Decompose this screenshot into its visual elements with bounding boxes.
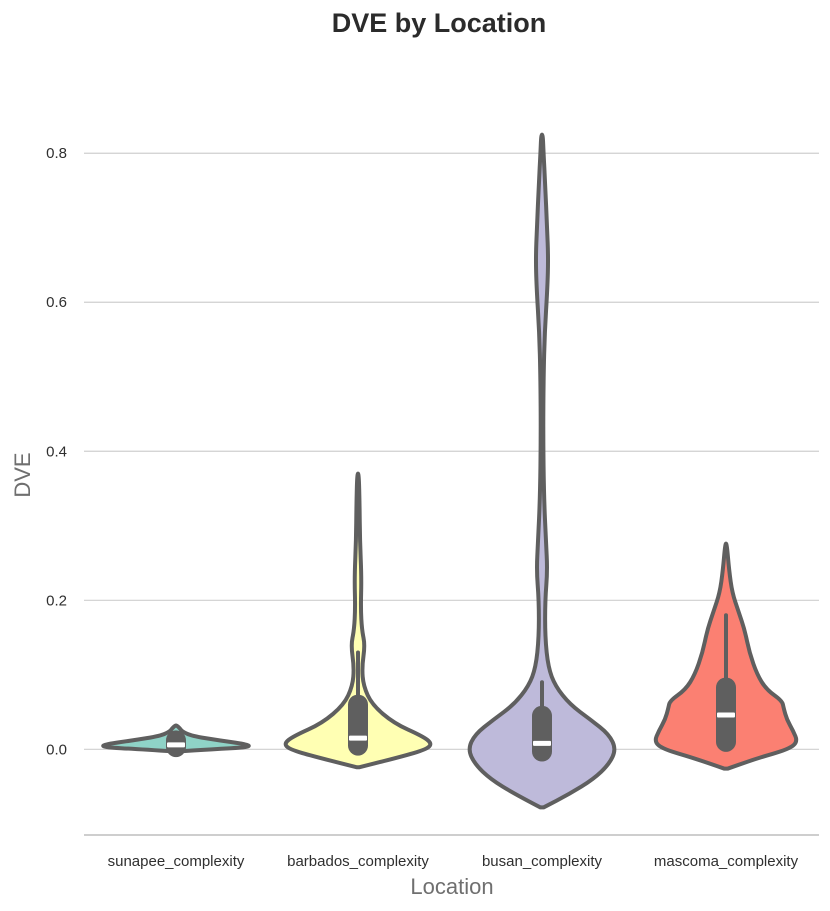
y-tick-labels: 0.0 0.2 0.4 0.6 0.8	[46, 145, 67, 758]
x-tick-label: mascoma_complexity	[654, 853, 799, 870]
x-axis-label: Location	[410, 874, 493, 899]
median-marker	[349, 735, 367, 741]
x-tick-label: barbados_complexity	[287, 853, 429, 870]
chart-title: DVE by Location	[332, 8, 547, 38]
y-axis-label: DVE	[10, 452, 35, 497]
y-tick-label: 0.6	[46, 294, 67, 311]
x-tick-label: busan_complexity	[482, 853, 603, 870]
median-marker	[717, 712, 735, 718]
y-tick-label: 0.4	[46, 443, 67, 460]
y-tick-label: 0.0	[46, 741, 67, 758]
y-tick-label: 0.8	[46, 145, 67, 162]
x-tick-labels: sunapee_complexity barbados_complexity bus…	[108, 853, 799, 870]
y-tick-label: 0.2	[46, 592, 67, 609]
median-marker	[167, 742, 185, 748]
x-tick-label: sunapee_complexity	[108, 853, 245, 870]
violins-layer	[101, 132, 799, 810]
median-marker	[533, 740, 551, 746]
violin-shape	[467, 132, 617, 810]
violin-shape	[283, 471, 433, 770]
